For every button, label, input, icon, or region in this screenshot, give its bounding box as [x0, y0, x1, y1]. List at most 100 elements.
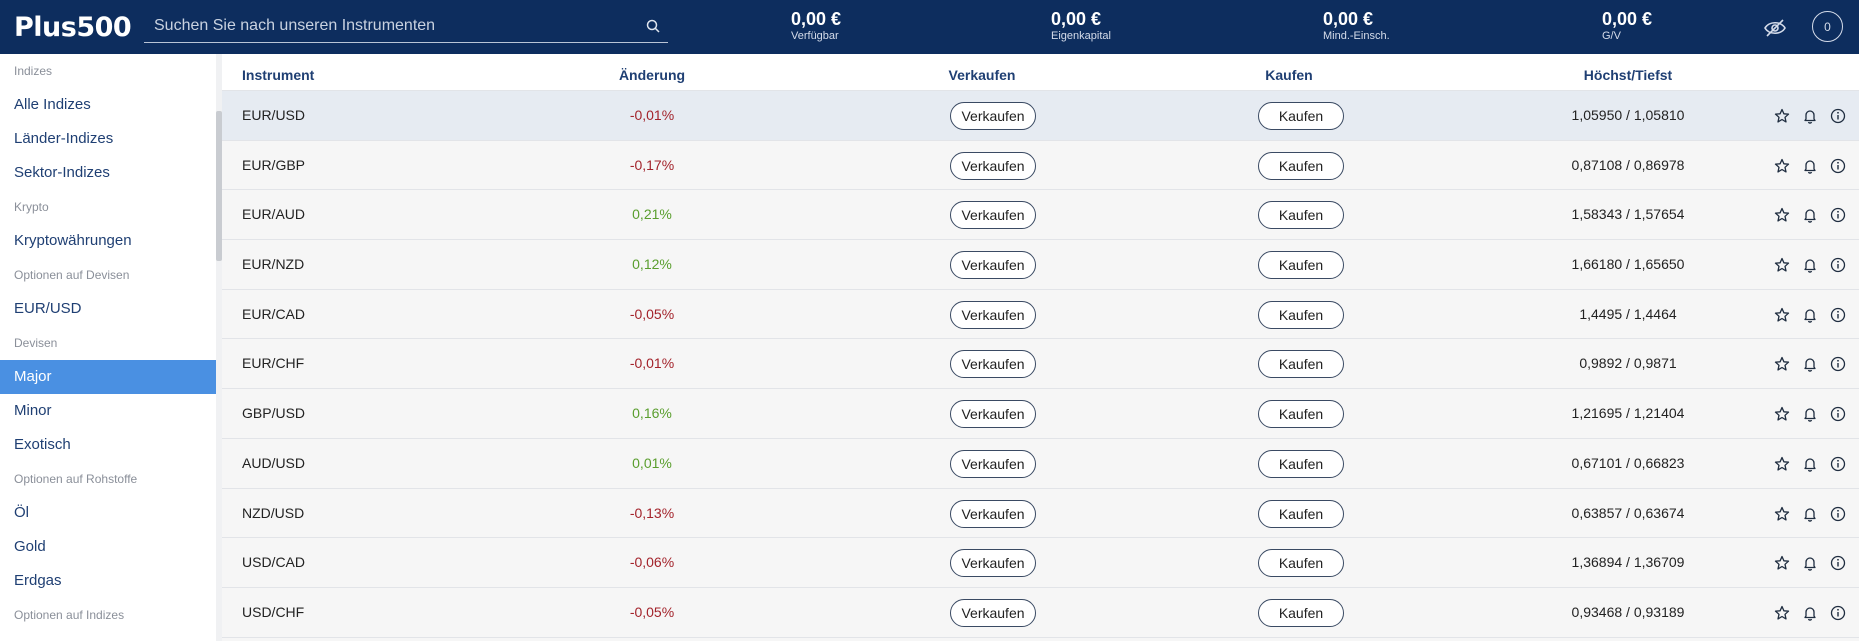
- sidebar-item[interactable]: Erdgas: [14, 572, 62, 589]
- sidebar-item[interactable]: Öl: [14, 504, 29, 521]
- bell-icon[interactable]: [1800, 354, 1820, 374]
- info-icon[interactable]: [1828, 106, 1848, 126]
- sell-button[interactable]: Verkaufen: [950, 102, 1036, 130]
- sell-button[interactable]: Verkaufen: [950, 549, 1036, 578]
- buy-button[interactable]: Kaufen: [1258, 400, 1344, 429]
- buy-button[interactable]: Kaufen: [1258, 300, 1344, 329]
- star-icon[interactable]: [1772, 205, 1792, 225]
- sidebar-item[interactable]: Sektor-Indizes: [14, 164, 110, 181]
- instrument-name[interactable]: USD/CAD: [242, 554, 306, 571]
- sell-button[interactable]: Verkaufen: [950, 201, 1036, 230]
- bell-icon[interactable]: [1800, 305, 1820, 325]
- instrument-name[interactable]: USD/CHF: [242, 603, 305, 620]
- sell-button[interactable]: Verkaufen: [950, 400, 1036, 429]
- info-icon[interactable]: [1828, 255, 1848, 275]
- buy-button[interactable]: Kaufen: [1258, 251, 1344, 280]
- sidebar-item[interactable]: Minor: [14, 402, 52, 419]
- buy-button[interactable]: Kaufen: [1258, 449, 1344, 478]
- table-row[interactable]: EUR/USD-0,01%1,05853Verkaufen1,05861Kauf…: [222, 91, 1859, 141]
- table-row[interactable]: EUR/NZD0,12%1,66138Verkaufen1,66198Kaufe…: [222, 240, 1859, 290]
- table-row[interactable]: USD/CAD-0,06%1,36880Verkaufen1,36900Kauf…: [222, 538, 1859, 588]
- star-icon[interactable]: [1772, 305, 1792, 325]
- info-icon[interactable]: [1828, 603, 1848, 623]
- table-row[interactable]: EUR/AUD0,21%1,58292Verkaufen1,58331Kaufe…: [222, 190, 1859, 241]
- sidebar-item[interactable]: Major: [0, 360, 217, 394]
- star-icon[interactable]: [1772, 454, 1792, 474]
- instrument-name[interactable]: NZD/USD: [242, 504, 305, 521]
- bell-icon[interactable]: [1800, 156, 1820, 176]
- info-icon[interactable]: [1828, 156, 1848, 176]
- col-buy[interactable]: Kaufen: [1265, 67, 1313, 83]
- instrument-name[interactable]: EUR/GBP: [242, 156, 306, 173]
- sidebar-item[interactable]: Exotisch: [14, 436, 71, 453]
- star-icon[interactable]: [1772, 553, 1792, 573]
- bell-icon[interactable]: [1800, 504, 1820, 524]
- instrument-name[interactable]: EUR/CHF: [242, 355, 305, 372]
- bell-icon[interactable]: [1800, 603, 1820, 623]
- table-row[interactable]: USD/CHF-0,05%0,93380Verkaufen0,93397Kauf…: [222, 587, 1859, 638]
- star-icon[interactable]: [1772, 404, 1792, 424]
- table-row[interactable]: AUD/USD0,01%0,66863Verkaufen0,66871Kaufe…: [222, 438, 1859, 489]
- info-icon[interactable]: [1828, 404, 1848, 424]
- instrument-name[interactable]: AUD/USD: [242, 454, 306, 471]
- star-icon[interactable]: [1772, 106, 1792, 126]
- buy-button[interactable]: Kaufen: [1258, 549, 1344, 578]
- sell-button[interactable]: Verkaufen: [950, 598, 1036, 627]
- instrument-name[interactable]: EUR/NZD: [242, 256, 305, 273]
- table-row[interactable]: GBP/USD0,16%1,21554Verkaufen1,21567Kaufe…: [222, 389, 1859, 439]
- sell-button[interactable]: Verkaufen: [950, 300, 1036, 329]
- table-row[interactable]: EUR/GBP-0,17%0,87076Verkaufen0,87091Kauf…: [222, 140, 1859, 191]
- instrument-name[interactable]: EUR/AUD: [242, 206, 306, 223]
- search-input[interactable]: [144, 17, 638, 35]
- info-icon[interactable]: [1828, 504, 1848, 524]
- info-icon[interactable]: [1828, 553, 1848, 573]
- table-row[interactable]: NZD/USD-0,13%0,63694Verkaufen0,63716Kauf…: [222, 488, 1859, 539]
- sell-button[interactable]: Verkaufen: [950, 350, 1036, 379]
- buy-button[interactable]: Kaufen: [1258, 201, 1344, 230]
- star-icon[interactable]: [1772, 354, 1792, 374]
- col-sell[interactable]: Verkaufen: [948, 67, 1016, 83]
- instruments-table: Instrument Änderung Verkaufen Kaufen Höc…: [222, 54, 1859, 641]
- instrument-name[interactable]: EUR/USD: [242, 107, 306, 123]
- table-row[interactable]: EUR/CHF-0,01%0,9884Verkaufen0,9887Kaufen…: [222, 339, 1859, 390]
- bell-icon[interactable]: [1800, 205, 1820, 225]
- bell-icon[interactable]: [1800, 255, 1820, 275]
- bell-icon[interactable]: [1800, 553, 1820, 573]
- bell-icon[interactable]: [1800, 106, 1820, 126]
- star-icon[interactable]: [1772, 504, 1792, 524]
- buy-button[interactable]: Kaufen: [1258, 499, 1344, 528]
- sidebar-item[interactable]: Kryptowährungen: [14, 232, 132, 249]
- info-icon[interactable]: [1828, 354, 1848, 374]
- bell-icon[interactable]: [1800, 454, 1820, 474]
- star-icon[interactable]: [1772, 156, 1792, 176]
- sidebar-item[interactable]: EUR/USD: [14, 300, 82, 317]
- col-change[interactable]: Änderung: [618, 67, 686, 83]
- info-icon[interactable]: [1828, 205, 1848, 225]
- bell-icon[interactable]: [1800, 404, 1820, 424]
- instrument-name[interactable]: EUR/CAD: [242, 305, 306, 322]
- col-highlow[interactable]: Höchst/Tiefst: [1583, 67, 1673, 83]
- sidebar-item[interactable]: Gold: [14, 538, 46, 555]
- table-row[interactable]: EUR/CAD-0,05%1,4489Verkaufen1,4494Kaufen…: [222, 289, 1859, 340]
- notifications-badge[interactable]: 0: [1812, 11, 1843, 42]
- star-icon[interactable]: [1772, 255, 1792, 275]
- buy-button[interactable]: Kaufen: [1258, 102, 1344, 130]
- info-icon[interactable]: [1828, 305, 1848, 325]
- buy-button[interactable]: Kaufen: [1258, 151, 1344, 180]
- col-instrument[interactable]: Instrument: [242, 67, 315, 83]
- sell-button[interactable]: Verkaufen: [950, 449, 1036, 478]
- star-icon[interactable]: [1772, 603, 1792, 623]
- sidebar-scrollbar-thumb[interactable]: [216, 111, 222, 261]
- sell-button[interactable]: Verkaufen: [950, 151, 1036, 180]
- sell-button[interactable]: Verkaufen: [950, 499, 1036, 528]
- sidebar-item[interactable]: Alle Indizes: [14, 96, 91, 113]
- buy-button[interactable]: Kaufen: [1258, 350, 1344, 379]
- sidebar-item[interactable]: Länder-Indizes: [14, 130, 114, 147]
- eye-off-icon[interactable]: [1760, 13, 1790, 43]
- sell-button[interactable]: Verkaufen: [950, 251, 1036, 280]
- buy-button[interactable]: Kaufen: [1258, 598, 1344, 627]
- info-icon[interactable]: [1828, 454, 1848, 474]
- search-icon[interactable]: [638, 11, 668, 41]
- plus500-logo[interactable]: Plus500: [14, 11, 132, 43]
- instrument-name[interactable]: GBP/USD: [242, 405, 306, 422]
